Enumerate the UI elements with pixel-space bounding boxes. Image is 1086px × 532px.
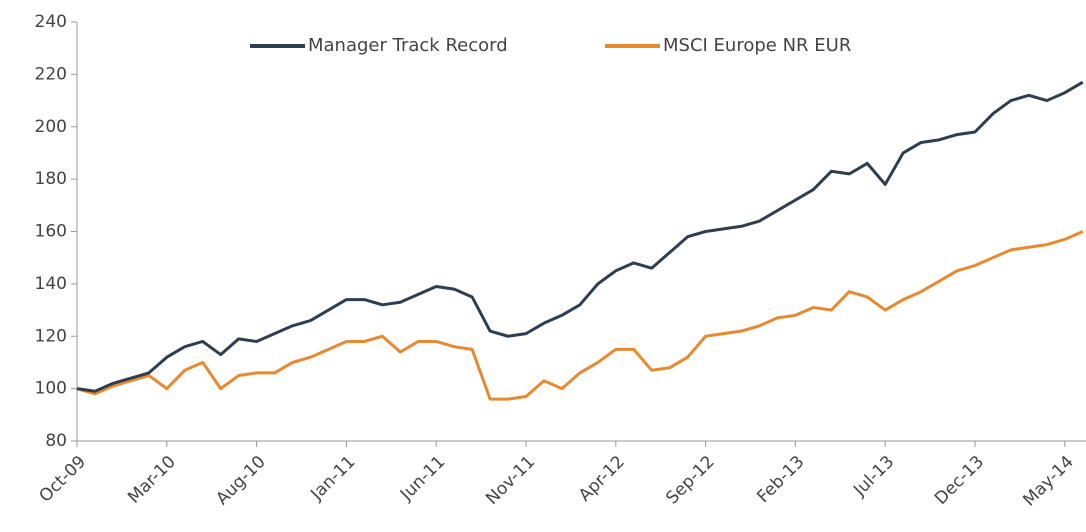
x-tick-label: Apr-12 (575, 452, 629, 506)
y-tick-label: 240 (35, 12, 67, 32)
y-tick-label: 80 (45, 431, 67, 451)
y-tick-label: 220 (35, 64, 67, 84)
y-tick-label: 140 (35, 274, 67, 294)
x-tick-label: Nov-11 (482, 452, 539, 509)
x-tick-label: May-14 (1019, 452, 1077, 510)
x-tick-label: Sep-12 (662, 452, 718, 508)
line-series (76, 230, 1084, 401)
x-tick-label: Feb-13 (753, 452, 808, 507)
x-tick-label: Oct-09 (36, 452, 91, 507)
legend-label: Manager Track Record (308, 35, 508, 56)
x-tick-label: Mar-10 (124, 452, 180, 508)
y-tick-label: 100 (35, 379, 67, 399)
y-tick-label: 120 (35, 326, 67, 346)
y-tick-label: 180 (35, 169, 67, 189)
x-tick-label: Jun-11 (396, 452, 449, 505)
legend-label: MSCI Europe NR EUR (663, 35, 851, 56)
x-tick-label: Aug-10 (212, 452, 269, 509)
y-tick-label: 160 (35, 222, 67, 242)
x-tick-label: Jan-11 (306, 452, 359, 505)
x-tick-label: Dec-13 (931, 452, 988, 509)
x-tick-label: Jul-13 (849, 452, 898, 501)
line-series (76, 80, 1084, 393)
y-tick-label: 200 (35, 117, 67, 137)
